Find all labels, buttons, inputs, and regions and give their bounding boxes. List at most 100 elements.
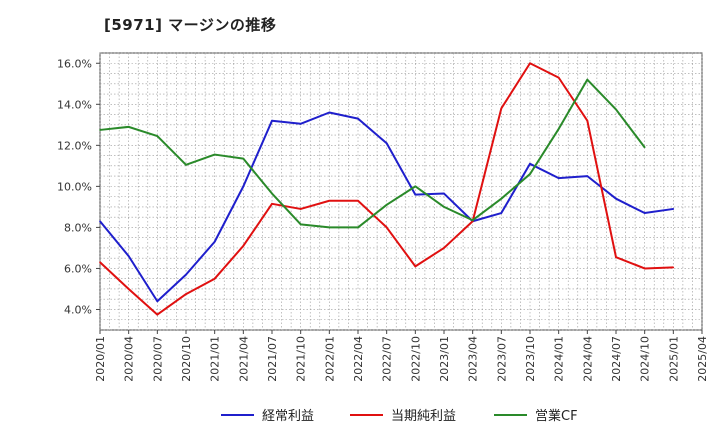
data-point bbox=[529, 163, 531, 165]
x-tick-label: 2025/01 bbox=[667, 336, 680, 382]
data-point bbox=[557, 128, 560, 130]
data-point bbox=[586, 175, 589, 177]
data-point bbox=[443, 192, 445, 195]
x-tick-label: 2022/10 bbox=[409, 336, 422, 382]
series-lines bbox=[99, 62, 675, 316]
x-tick-label: 2023/01 bbox=[438, 336, 451, 382]
data-point bbox=[414, 193, 417, 196]
data-point bbox=[185, 273, 187, 276]
data-point bbox=[99, 220, 101, 223]
data-point bbox=[443, 247, 445, 249]
data-point bbox=[529, 62, 531, 65]
series-line-2 bbox=[99, 78, 646, 229]
data-point bbox=[615, 108, 617, 111]
data-point bbox=[127, 288, 130, 290]
data-point bbox=[99, 129, 101, 131]
x-tick-label: 2022/01 bbox=[323, 336, 336, 382]
data-point bbox=[299, 208, 302, 210]
data-point bbox=[672, 266, 675, 269]
x-tick-label: 2021/01 bbox=[209, 336, 222, 382]
x-tick-label: 2020/07 bbox=[151, 336, 164, 382]
data-point bbox=[156, 313, 159, 316]
y-tick-label: 8.0% bbox=[64, 221, 92, 234]
x-tick-label: 2020/01 bbox=[94, 336, 107, 382]
data-point bbox=[529, 173, 531, 175]
y-tick-label: 16.0% bbox=[57, 57, 92, 70]
data-point bbox=[643, 267, 646, 270]
data-point bbox=[357, 199, 359, 202]
y-tick-label: 14.0% bbox=[57, 98, 92, 111]
y-tick-label: 6.0% bbox=[64, 262, 92, 275]
data-point bbox=[185, 293, 187, 295]
data-point bbox=[242, 157, 245, 160]
x-tick-label: 2024/01 bbox=[553, 336, 566, 382]
legend-label: 当期純利益 bbox=[391, 409, 456, 424]
data-point bbox=[156, 300, 159, 303]
x-tick-label: 2024/10 bbox=[639, 336, 652, 382]
x-axis-ticks: 2020/01 2020/04 2020/07 2020/10 2021/01 2021/… bbox=[94, 330, 709, 382]
data-point bbox=[242, 185, 245, 188]
data-point bbox=[99, 261, 101, 264]
data-point bbox=[443, 206, 445, 208]
y-tick-label: 12.0% bbox=[57, 139, 92, 152]
x-tick-label: 2020/04 bbox=[123, 336, 136, 382]
data-point bbox=[471, 219, 474, 222]
data-point bbox=[672, 208, 675, 210]
plot-area bbox=[99, 52, 703, 331]
x-tick-label: 2021/10 bbox=[295, 336, 308, 382]
data-point bbox=[500, 212, 503, 214]
x-tick-label: 2023/04 bbox=[467, 336, 480, 382]
data-point bbox=[271, 203, 273, 205]
chart-title: [5971] マージンの推移 bbox=[104, 16, 277, 34]
data-point bbox=[156, 135, 159, 137]
legend-label: 経常利益 bbox=[262, 409, 314, 424]
data-point bbox=[213, 277, 216, 280]
data-point bbox=[127, 126, 130, 128]
legend-label: 営業CF bbox=[535, 408, 578, 424]
data-point bbox=[414, 185, 417, 188]
y-tick-label: 4.0% bbox=[64, 303, 92, 316]
data-point bbox=[328, 111, 331, 114]
data-point bbox=[615, 197, 617, 200]
data-point bbox=[385, 204, 388, 206]
data-point bbox=[299, 223, 302, 226]
data-point bbox=[357, 117, 359, 120]
data-point bbox=[557, 76, 560, 79]
x-tick-label: 2020/10 bbox=[180, 336, 193, 382]
y-axis-ticks: 4.0% 6.0% 8.0% 10.0% 12.0% 14.0% 16.0% bbox=[57, 57, 100, 316]
x-tick-label: 2022/04 bbox=[352, 336, 365, 382]
data-point bbox=[185, 164, 187, 166]
data-point bbox=[643, 212, 646, 214]
data-point bbox=[414, 265, 417, 268]
x-tick-label: 2021/07 bbox=[266, 336, 279, 382]
x-tick-label: 2023/10 bbox=[524, 336, 537, 382]
y-tick-label: 10.0% bbox=[57, 180, 92, 193]
data-point bbox=[643, 146, 646, 149]
data-point bbox=[557, 177, 560, 179]
data-point bbox=[615, 256, 617, 258]
data-point bbox=[271, 192, 273, 195]
data-point bbox=[385, 226, 388, 229]
data-point bbox=[357, 226, 359, 229]
data-point bbox=[299, 122, 302, 125]
x-tick-label: 2023/07 bbox=[495, 336, 508, 382]
x-tick-label: 2021/04 bbox=[237, 336, 250, 382]
x-tick-label: 2025/04 bbox=[696, 336, 709, 382]
data-point bbox=[328, 199, 331, 202]
data-point bbox=[500, 197, 503, 200]
data-point bbox=[586, 78, 589, 81]
x-tick-label: 2022/07 bbox=[381, 336, 394, 382]
legend: 経常利益 当期純利益 営業CF bbox=[221, 408, 578, 424]
data-point bbox=[213, 153, 216, 156]
data-point bbox=[213, 240, 216, 243]
data-point bbox=[127, 255, 130, 257]
data-point bbox=[328, 226, 331, 229]
data-point bbox=[242, 245, 245, 247]
x-tick-label: 2024/07 bbox=[610, 336, 623, 382]
data-point bbox=[500, 107, 503, 110]
data-point bbox=[385, 142, 388, 145]
data-point bbox=[586, 119, 589, 122]
data-point bbox=[271, 119, 273, 122]
x-tick-label: 2024/04 bbox=[581, 336, 594, 382]
